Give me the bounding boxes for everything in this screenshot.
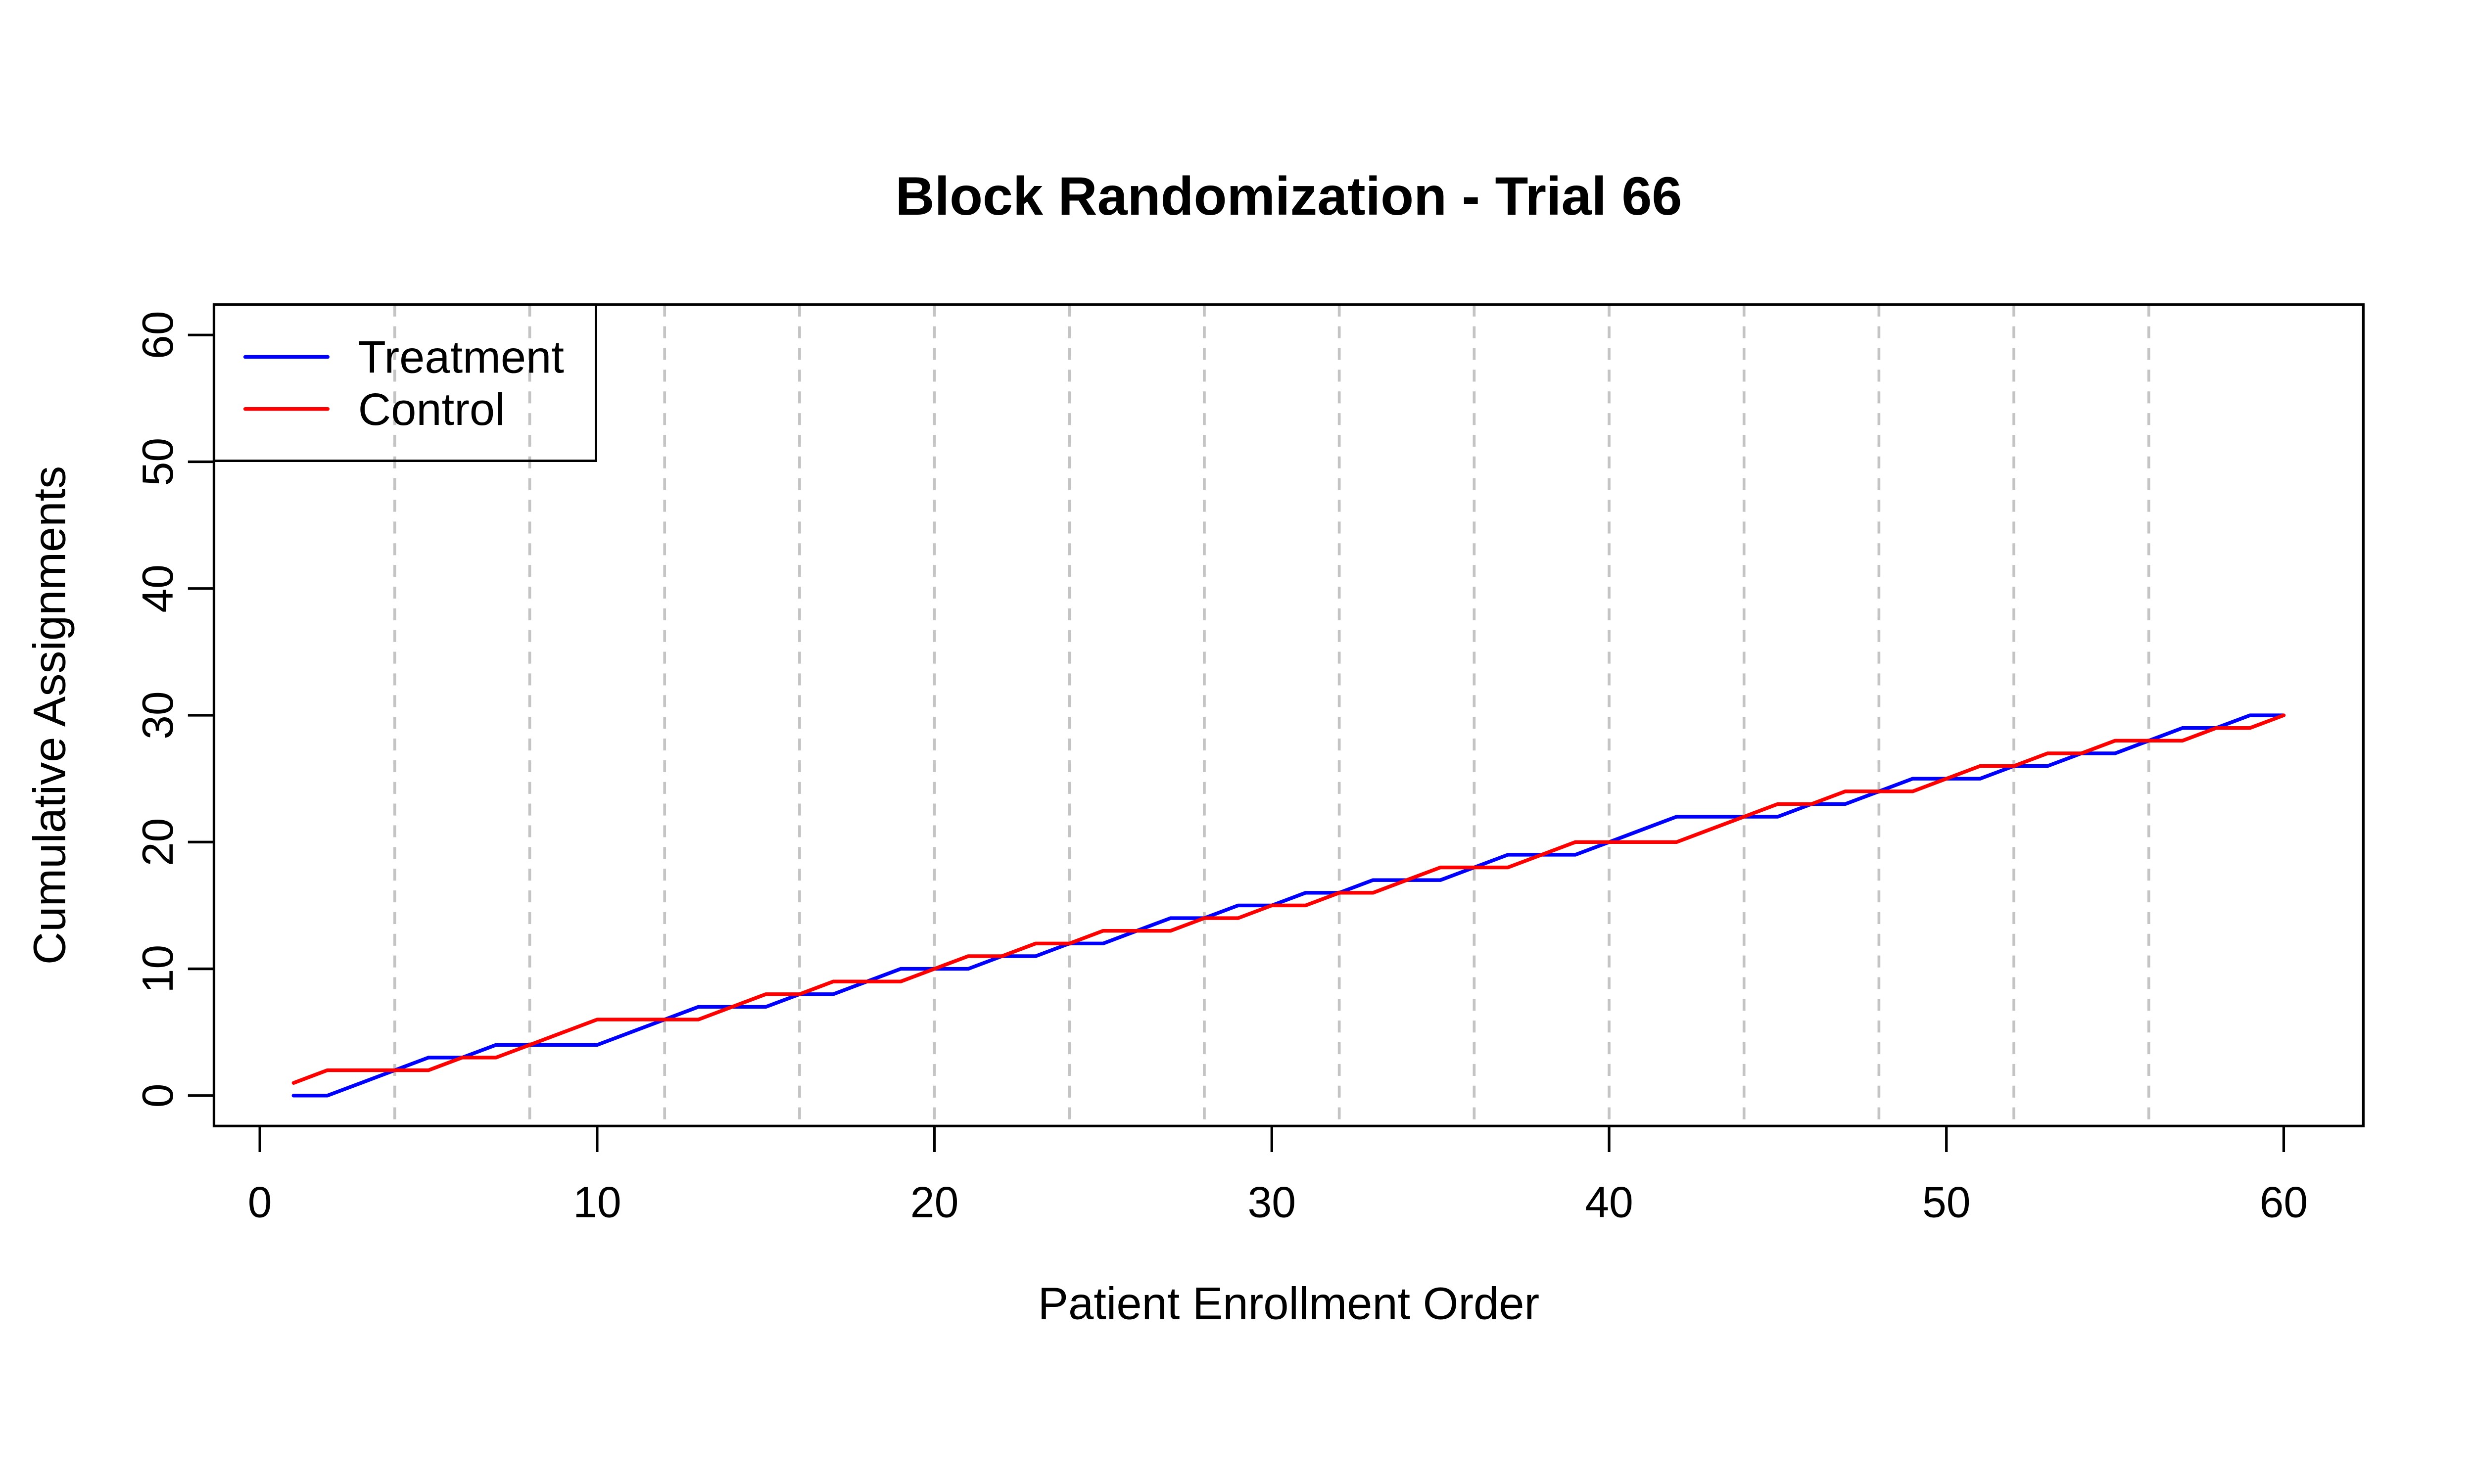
axes: 0 10 20 30 40 50 60 0 10 20 30 40 50 60 <box>134 303 2365 1227</box>
legend-label-treatment: Treatment <box>358 332 564 383</box>
x-tick-label: 20 <box>910 1178 959 1227</box>
series-line-control <box>291 713 2286 1085</box>
y-tick-label: 20 <box>134 818 182 867</box>
legend-label-control: Control <box>358 384 505 435</box>
block-boundary-gridlines <box>393 304 2150 1126</box>
chart-background <box>0 91 2474 1393</box>
y-tick-label: 60 <box>134 311 182 360</box>
x-tick-label: 10 <box>573 1178 621 1227</box>
y-tick-label: 50 <box>134 438 182 486</box>
legend: Treatment Control <box>213 303 597 462</box>
y-tick-label: 40 <box>134 564 182 613</box>
x-tick-label: 50 <box>1922 1178 1971 1227</box>
x-axis-title: Patient Enrollment Order <box>1038 1278 1539 1329</box>
x-tick-label: 0 <box>248 1178 272 1227</box>
x-tick-label: 30 <box>1248 1178 1296 1227</box>
series-line-treatment <box>291 713 2286 1098</box>
y-tick-label: 0 <box>134 1083 182 1108</box>
y-axis-title: Cumulative Assignments <box>24 466 75 965</box>
x-tick-label: 60 <box>2260 1178 2308 1227</box>
y-tick-label: 30 <box>134 691 182 740</box>
legend-box <box>213 303 597 462</box>
x-tick-label: 40 <box>1585 1178 1633 1227</box>
data-series-lines <box>291 713 2286 1098</box>
y-tick-label: 10 <box>134 945 182 993</box>
chart-title: Block Randomization - Trial 66 <box>895 166 1682 227</box>
